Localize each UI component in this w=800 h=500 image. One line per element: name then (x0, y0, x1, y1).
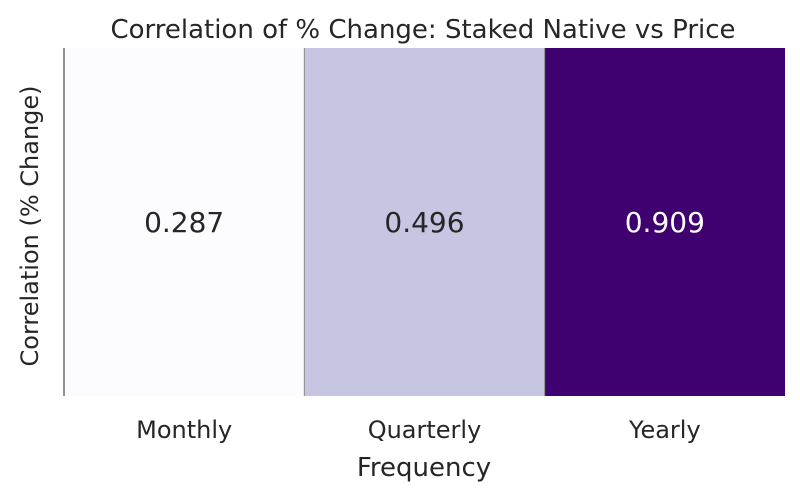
x-tick-label: Yearly (628, 416, 701, 444)
cell-value-label: 0.496 (384, 206, 464, 239)
y-axis-label: Correlation (% Change) (16, 85, 44, 366)
x-tick-label: Monthly (136, 416, 232, 444)
chart-title: Correlation of % Change: Staked Native v… (110, 15, 735, 45)
cell-value-label: 0.909 (625, 206, 705, 239)
heatmap-cell-monthly (64, 48, 305, 396)
heatmap-cell-quarterly (304, 48, 545, 396)
heatmap-value-labels: 0.287 0.496 0.909 (144, 206, 705, 239)
x-tick-label: Quarterly (368, 416, 482, 444)
heatmap-cell-yearly (544, 48, 785, 396)
x-tick-labels: Monthly Quarterly Yearly (136, 416, 701, 444)
heatmap-cells (64, 48, 785, 396)
x-axis-label: Frequency (357, 453, 491, 483)
cell-value-label: 0.287 (144, 206, 224, 239)
